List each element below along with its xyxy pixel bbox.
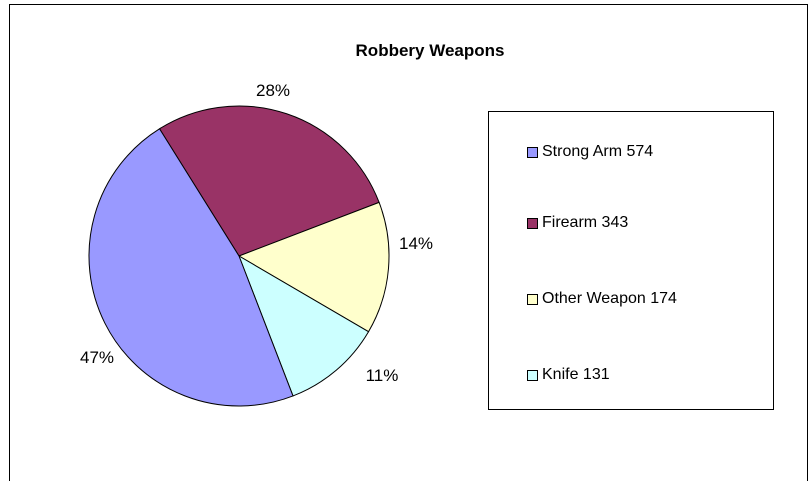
pct-label-other-weapon: 14% — [399, 234, 433, 253]
legend-item-other-weapon: Other Weapon 174 — [527, 288, 677, 310]
legend-swatch-knife — [527, 369, 538, 381]
legend-swatch-strong-arm — [527, 146, 538, 158]
legend-label-knife: Knife 131 — [542, 366, 610, 383]
legend-swatch-other-weapon — [527, 293, 538, 305]
chart-legend: Strong Arm 574 Firearm 343 Other Weapon … — [488, 111, 774, 410]
pct-label-knife: 11% — [366, 366, 399, 385]
legend-item-knife: Knife 131 — [527, 364, 610, 386]
legend-item-strong-arm: Strong Arm 574 — [527, 141, 653, 163]
legend-swatch-firearm — [527, 217, 538, 229]
chart-title: Robbery Weapons — [355, 41, 505, 60]
pct-label-firearm: 28% — [256, 81, 290, 100]
pie-slice-knife — [238, 254, 370, 397]
pie-slice-other-weapon — [237, 201, 390, 333]
legend-item-firearm: Firearm 343 — [527, 212, 628, 234]
pie-slice-firearm — [158, 105, 380, 257]
legend-label-other-weapon: Other Weapon 174 — [542, 290, 677, 307]
pie-slice-strong-arm — [88, 128, 294, 407]
pct-label-strong-arm: 47% — [80, 348, 114, 367]
legend-label-firearm: Firearm 343 — [542, 214, 629, 231]
legend-label-strong-arm: Strong Arm 574 — [542, 143, 654, 160]
